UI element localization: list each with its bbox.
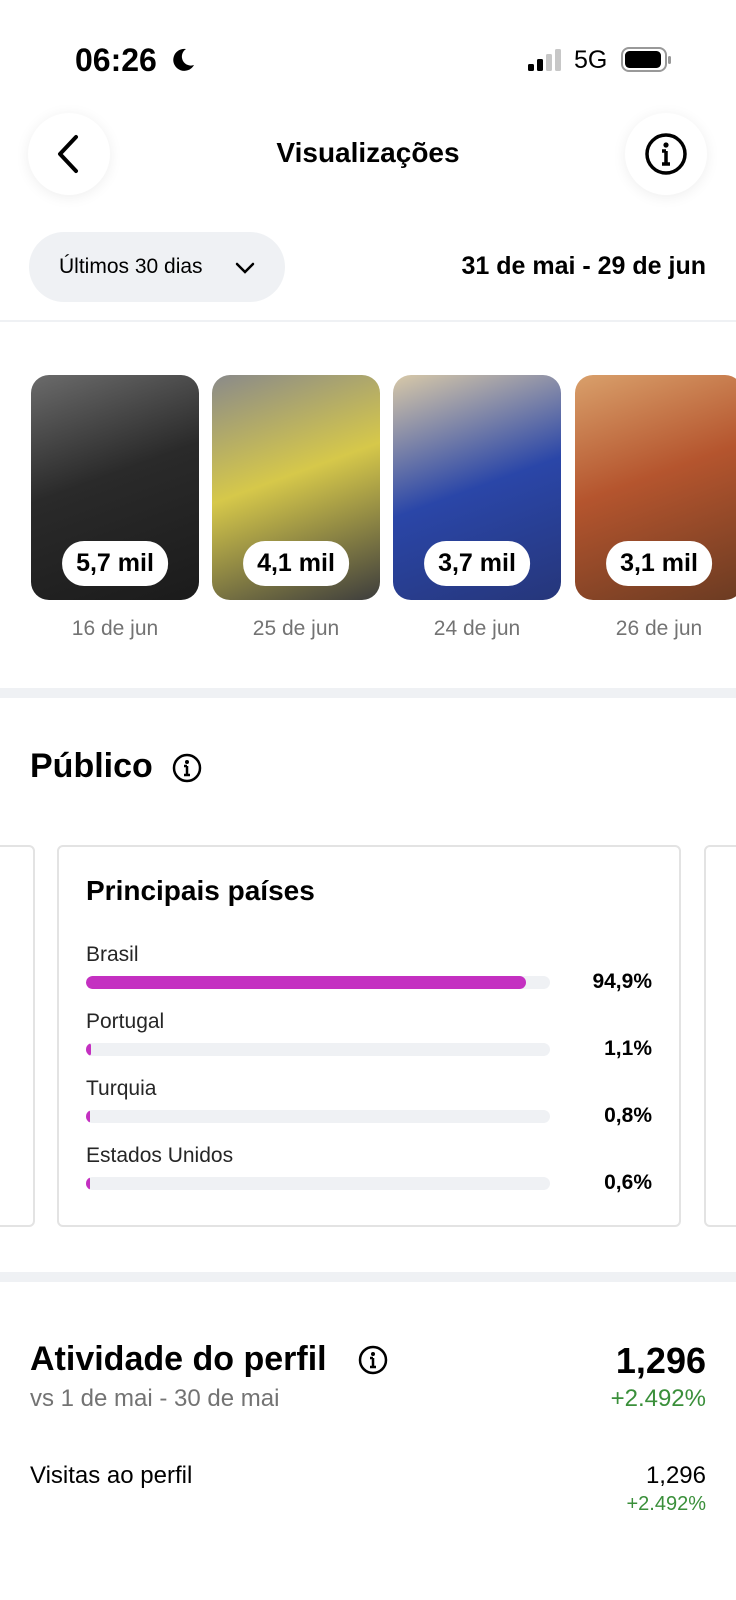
back-button[interactable] [28,113,110,195]
battery-icon [621,47,671,72]
country-name: Turquia [86,1077,157,1100]
row-label: Visitas ao perfil [30,1462,193,1489]
bar [86,1043,92,1056]
section-title: Público [30,747,153,785]
story-thumbnail[interactable]: 4,1 mil [212,375,380,600]
card-title: Principais países [86,875,315,906]
bar-track [86,1177,550,1190]
partial-card [0,845,35,1227]
bar [86,976,527,989]
country-percent: 1,1% [604,1037,652,1060]
period-dropdown[interactable]: Últimos 30 dias [29,232,285,302]
info-icon[interactable] [356,1343,390,1377]
story-views: 4,1 mil [243,541,349,586]
story-date: 16 de jun [71,617,159,640]
bar-track [86,976,550,989]
bar [86,1177,90,1190]
story-views: 3,7 mil [424,541,530,586]
period-label: Últimos 30 dias [59,255,203,278]
section-separator [0,1272,736,1282]
country-percent: 0,8% [604,1104,652,1127]
country-percent: 94,9% [592,970,652,993]
story-views: 5,7 mil [62,541,168,586]
story-date: 26 de jun [615,617,703,640]
moon-icon [173,48,194,71]
country-name: Brasil [86,943,139,966]
country-name: Portugal [86,1010,165,1033]
section-title: Atividade do perfil [30,1340,327,1378]
info-button[interactable] [625,113,707,195]
countries-card: Principais países Brasil 94,9% Portugal 1,1… [57,845,681,1227]
total-change: +2.492% [610,1385,706,1412]
partial-card [704,845,736,1227]
story-date: 25 de jun [252,617,340,640]
row-value: 1,296 [645,1462,706,1489]
info-icon [645,133,687,175]
bar-track [86,1043,550,1056]
row-change: +2.492% [626,1493,706,1515]
story-date: 24 de jun [433,617,521,640]
country-name: Estados Unidos [86,1144,234,1167]
date-range: 31 de mai - 29 de jun [461,252,706,280]
story-thumbnail[interactable]: 3,7 mil [393,375,561,600]
bar [86,1110,90,1123]
section-separator [0,688,736,698]
signal-icon [528,49,561,71]
back-icon [58,135,78,173]
clock: 06:26 [75,42,157,78]
story-views: 3,1 mil [606,541,712,586]
info-icon[interactable] [170,751,204,785]
country-percent: 0,6% [604,1171,652,1194]
page-title: Visualizações [276,137,460,168]
bar-track [86,1110,550,1123]
chevron-down [235,262,255,274]
comparison-label: vs 1 de mai - 30 de mai [30,1385,280,1412]
total-value: 1,296 [615,1340,706,1381]
story-thumbnail[interactable]: 5,7 mil [31,375,199,600]
story-thumbnail[interactable]: 3,1 mil [575,375,736,600]
network-label: 5G [574,46,608,74]
divider [0,320,736,322]
